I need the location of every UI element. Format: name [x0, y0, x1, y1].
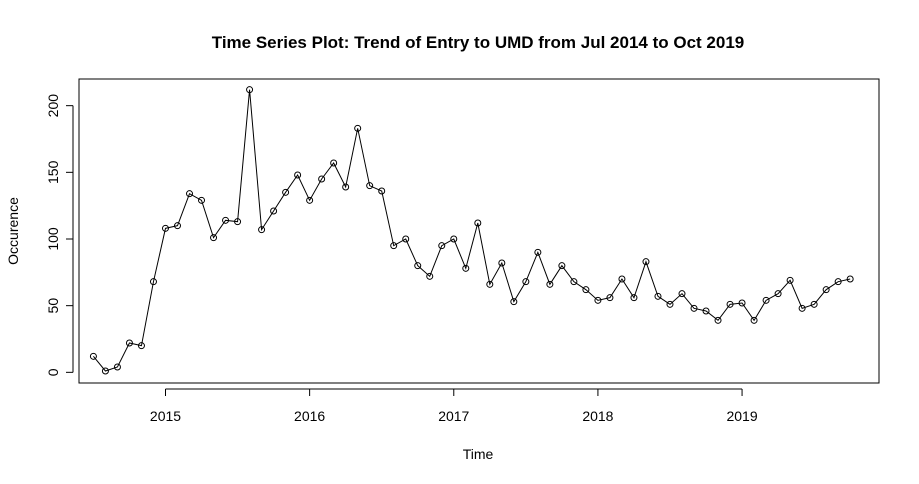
data-point [462, 264, 470, 272]
data-point [582, 286, 590, 294]
data-point [198, 196, 206, 204]
data-point [762, 296, 770, 304]
data-point [558, 262, 566, 270]
y-tick-label: 100 [45, 227, 61, 251]
x-axis-label: Time [463, 446, 494, 462]
data-point [618, 275, 626, 283]
data-point [678, 290, 686, 298]
data-point [810, 300, 818, 308]
data-point [702, 307, 710, 315]
data-point [666, 300, 674, 308]
data-point [258, 226, 266, 234]
data-point [738, 299, 746, 307]
data-point [354, 124, 362, 132]
plot-frame [78, 78, 880, 384]
data-point [125, 339, 133, 347]
data-point [402, 235, 410, 243]
data-point [174, 222, 181, 230]
series-line [93, 89, 851, 372]
series-layer [89, 86, 854, 375]
data-point [426, 272, 434, 280]
data-point [438, 242, 446, 250]
data-point [714, 316, 722, 324]
data-point [606, 294, 614, 302]
data-point [149, 278, 157, 286]
data-point [246, 86, 254, 94]
data-point [234, 218, 242, 226]
data-point [846, 275, 854, 283]
data-point [474, 219, 482, 227]
data-point [390, 242, 398, 250]
data-point [294, 171, 302, 179]
data-point [798, 304, 806, 312]
x-tick-label: 2016 [294, 408, 325, 424]
data-point [834, 278, 842, 286]
data-point [366, 182, 374, 190]
x-axis: 2015 2016 2017 2018 2019 [150, 388, 758, 424]
data-point [822, 286, 830, 294]
data-point [330, 159, 338, 167]
data-point [510, 298, 518, 306]
data-point [378, 187, 386, 195]
data-point [282, 188, 290, 196]
x-tick-label: 2019 [726, 408, 757, 424]
data-point [89, 352, 97, 360]
data-point [522, 278, 530, 286]
data-point [210, 234, 218, 242]
data-point [342, 183, 350, 191]
data-point [570, 278, 578, 286]
data-point [414, 262, 422, 270]
data-point [318, 175, 326, 183]
x-tick-label: 2015 [150, 408, 181, 424]
data-point [642, 258, 650, 266]
x-tick-label: 2017 [438, 408, 469, 424]
data-point [498, 259, 506, 267]
data-point [186, 190, 194, 198]
y-tick-label: 200 [45, 94, 61, 118]
data-point [161, 224, 169, 232]
data-point [786, 276, 794, 284]
y-axis-label: Occurence [5, 197, 21, 265]
data-point [137, 342, 145, 350]
x-tick-label: 2018 [582, 408, 613, 424]
data-point [486, 280, 494, 288]
y-tick-label: 0 [45, 368, 61, 376]
data-point [306, 196, 314, 204]
data-point [270, 207, 278, 215]
data-point [546, 280, 554, 288]
data-point [750, 316, 758, 324]
data-point [534, 248, 542, 256]
data-point [654, 292, 662, 300]
data-point [690, 304, 698, 312]
y-tick-label: 150 [45, 160, 61, 184]
y-tick-label: 50 [45, 298, 61, 314]
data-point [450, 235, 458, 243]
data-point [594, 296, 602, 304]
data-point [630, 294, 638, 302]
data-point [774, 290, 782, 298]
data-point [101, 367, 109, 375]
chart-title: Time Series Plot: Trend of Entry to UMD … [212, 33, 745, 52]
data-point [113, 363, 121, 371]
y-axis: 0 50 100 150 200 [45, 94, 74, 376]
data-point [726, 300, 734, 308]
data-point [222, 216, 230, 224]
